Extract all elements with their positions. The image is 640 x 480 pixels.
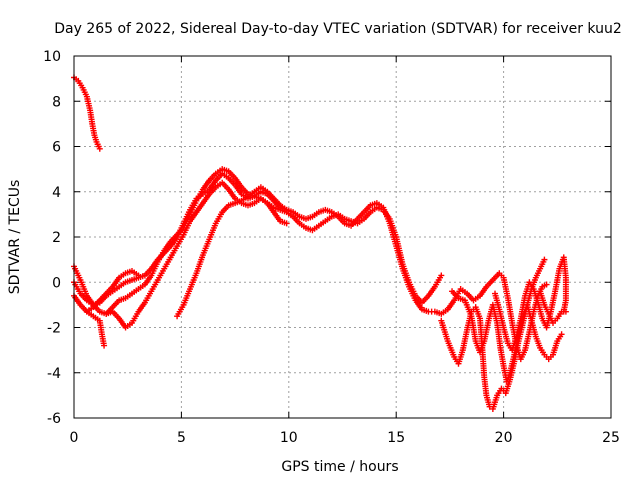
y-tick-label: 8 [52, 94, 61, 110]
series-arc-1 [71, 74, 103, 152]
data-point [558, 331, 565, 338]
series-arc-7 [174, 184, 290, 320]
y-tick-label: 2 [52, 230, 61, 246]
series-arc-5 [83, 267, 142, 315]
data-point [438, 272, 445, 279]
series-arc-11 [537, 288, 569, 326]
x-tick-label: 5 [177, 430, 186, 446]
data-point [135, 272, 142, 279]
data-point [283, 220, 290, 227]
y-tick-label: 6 [52, 140, 61, 156]
data-point [562, 308, 569, 315]
y-tick-label: 4 [52, 185, 61, 201]
x-tick-label: 15 [387, 430, 405, 446]
y-tick-label: 0 [52, 275, 61, 291]
data-point [541, 256, 548, 263]
chart-title: Day 265 of 2022, Sidereal Day-to-day VTE… [54, 21, 622, 37]
x-axis-label: GPS time / hours [281, 459, 398, 475]
series-arc-10 [492, 254, 569, 354]
data-point [101, 342, 108, 349]
y-tick-label: -6 [47, 411, 61, 427]
x-tick-label: 10 [280, 430, 298, 446]
axis-ticks: 0 5 10 15 20 25 -6 -4 -2 0 2 4 6 8 10 [43, 49, 620, 446]
y-tick-label: -4 [47, 366, 61, 382]
x-tick-label: 25 [602, 430, 620, 446]
y-axis-label: SDTVAR / TECUs [7, 180, 23, 295]
y-tick-label: -2 [47, 321, 61, 337]
y-tick-label: 10 [43, 49, 61, 65]
data-series [71, 74, 569, 412]
x-tick-label: 0 [70, 430, 79, 446]
data-point [543, 281, 550, 288]
x-tick-label: 20 [495, 430, 513, 446]
plot-frame [73, 55, 612, 419]
data-point [283, 206, 290, 213]
data-point [96, 145, 103, 152]
